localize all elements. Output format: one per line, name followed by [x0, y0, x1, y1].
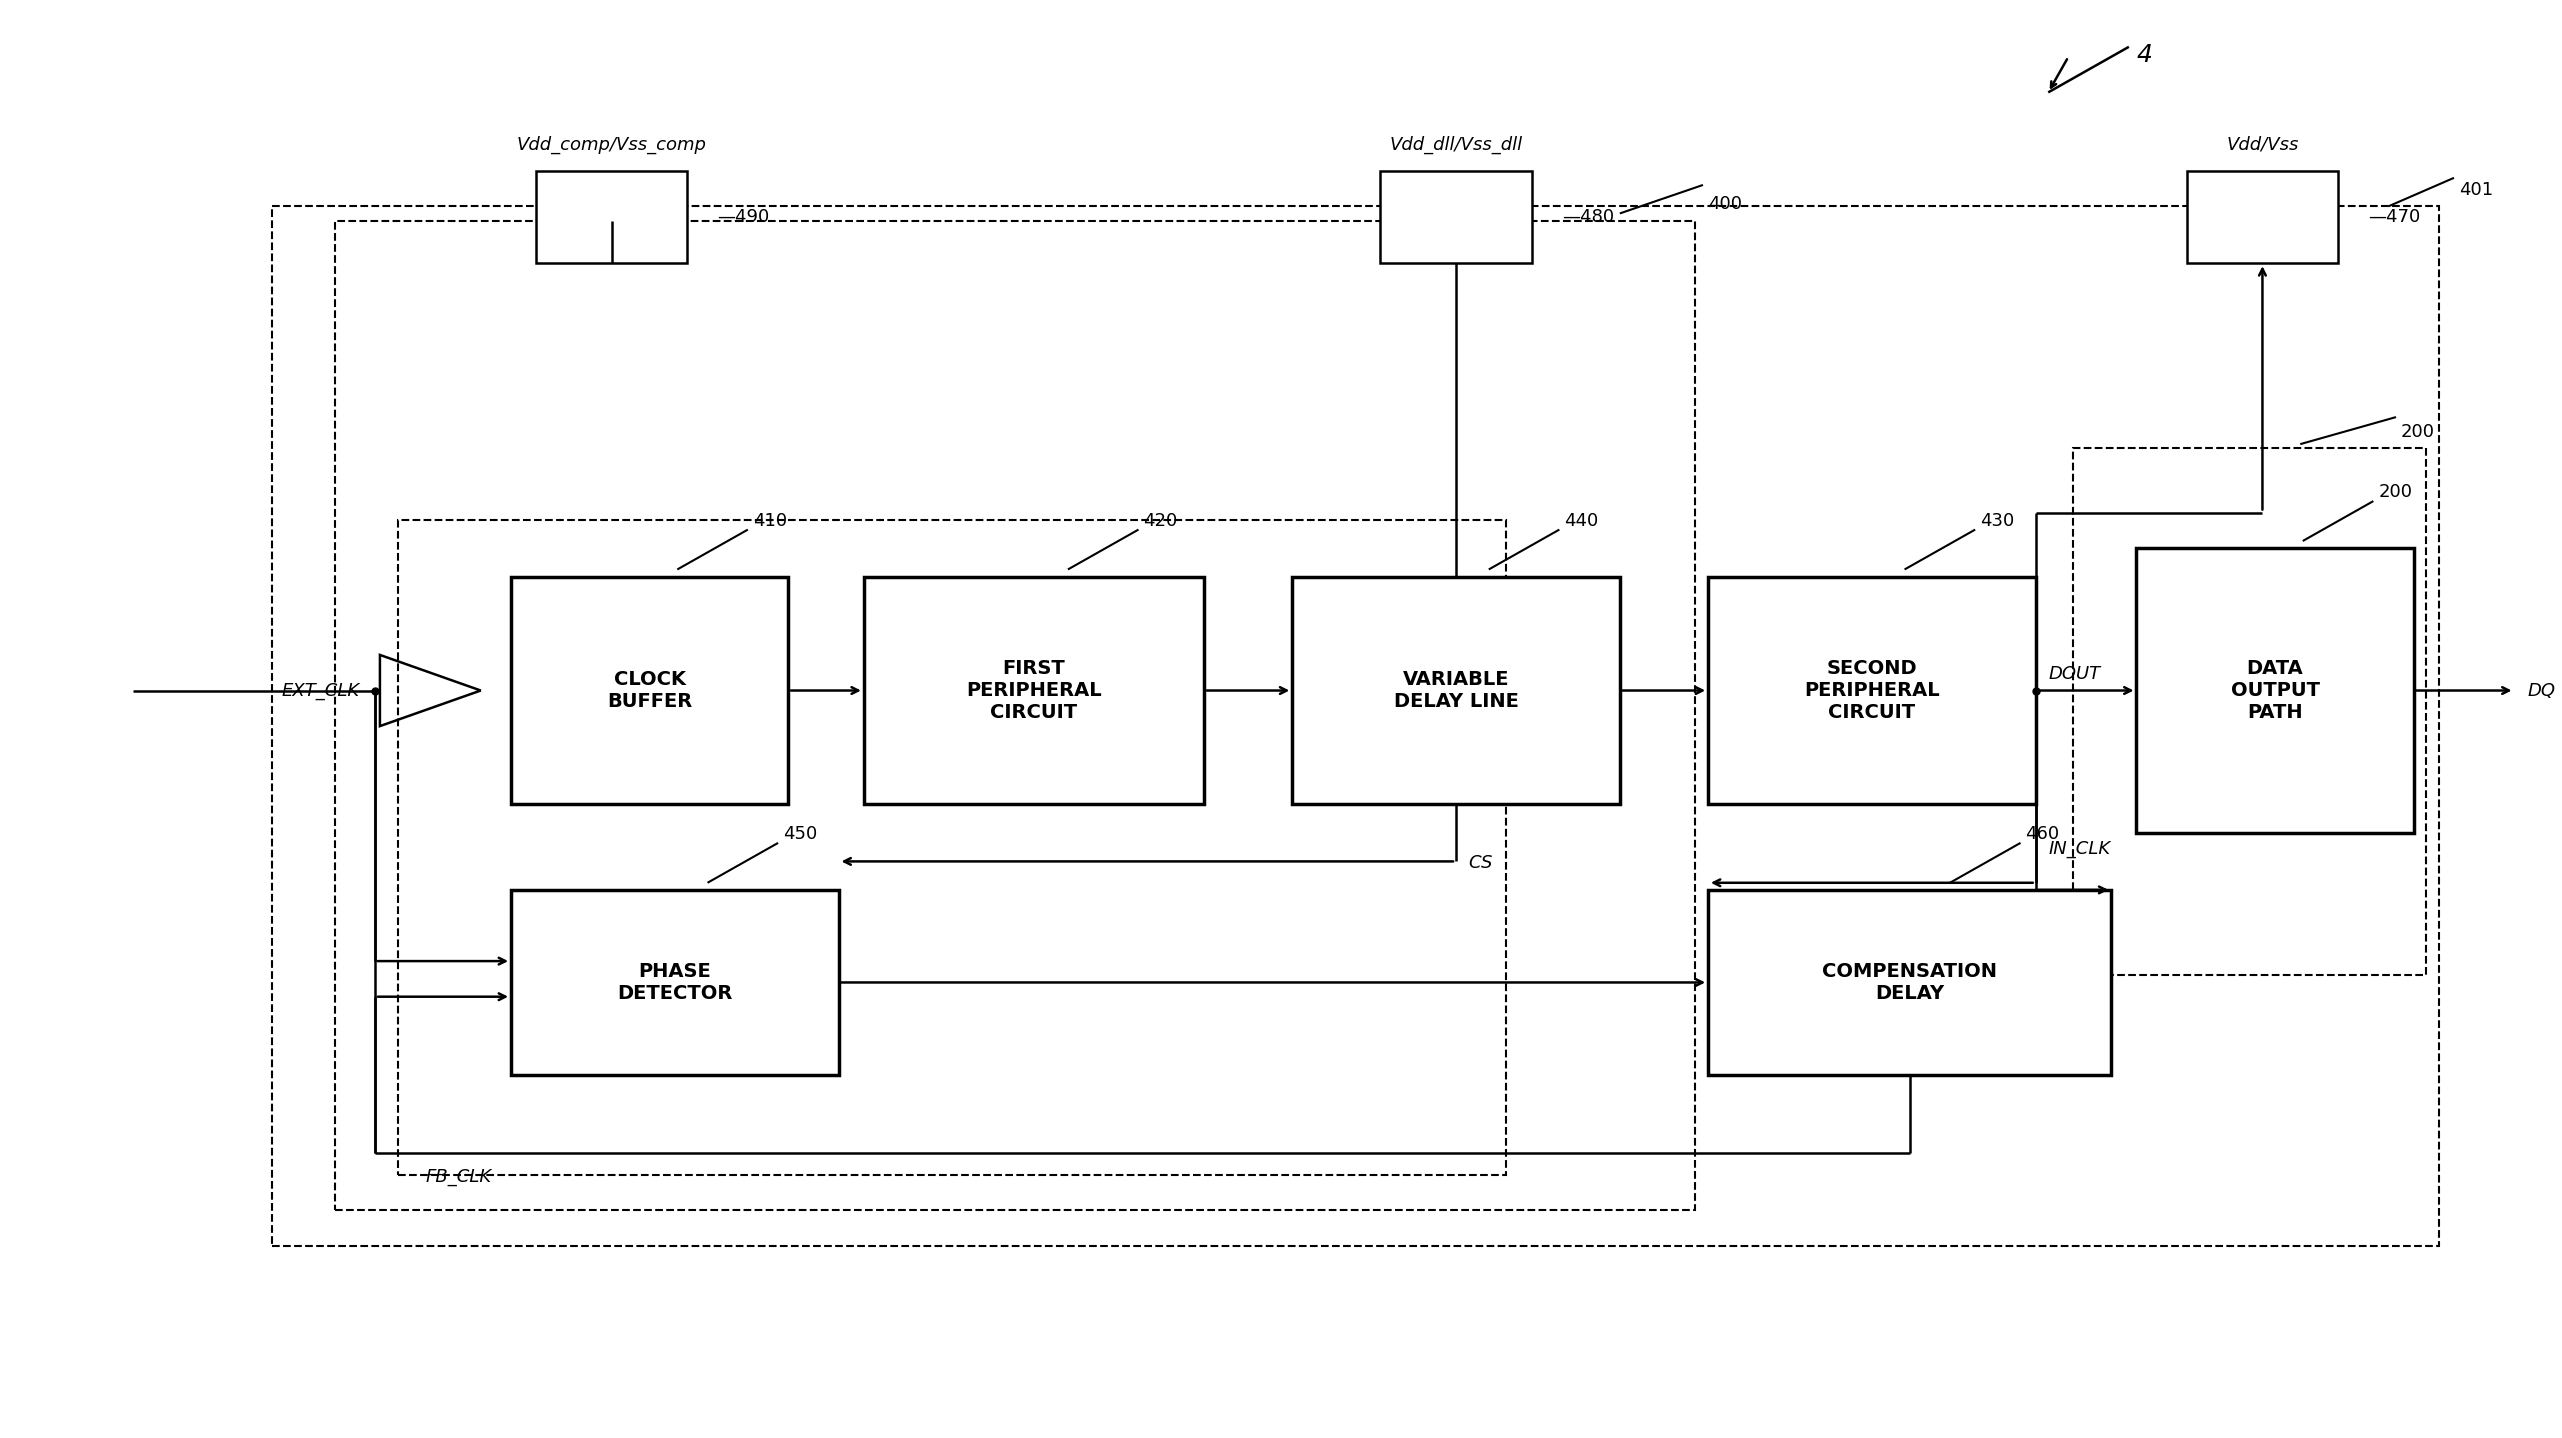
- Bar: [863, 577, 1204, 804]
- Bar: [2137, 548, 2413, 833]
- Text: 200: 200: [2401, 423, 2434, 441]
- Text: IN_CLK: IN_CLK: [2047, 840, 2111, 858]
- Text: COMPENSATION
DELAY: COMPENSATION DELAY: [1822, 962, 1998, 1002]
- Text: DATA
OUTPUT
PATH: DATA OUTPUT PATH: [2232, 659, 2319, 722]
- Text: CS: CS: [1468, 854, 1494, 873]
- Text: 420: 420: [1143, 512, 1179, 529]
- Bar: [510, 890, 838, 1076]
- Text: SECOND
PERIPHERAL
CIRCUIT: SECOND PERIPHERAL CIRCUIT: [1804, 659, 1939, 722]
- Bar: [510, 577, 789, 804]
- Text: 401: 401: [2460, 181, 2493, 200]
- Bar: [1709, 577, 2037, 804]
- Text: CLOCK
BUFFER: CLOCK BUFFER: [607, 670, 692, 710]
- Bar: [1709, 890, 2111, 1076]
- Text: Vdd/Vss: Vdd/Vss: [2226, 135, 2298, 154]
- Text: VARIABLE
DELAY LINE: VARIABLE DELAY LINE: [1394, 670, 1519, 710]
- Text: 430: 430: [1980, 512, 2014, 529]
- Text: DQ: DQ: [2526, 682, 2554, 699]
- Bar: [1381, 171, 1532, 263]
- Text: 450: 450: [784, 825, 817, 843]
- Text: 440: 440: [1565, 512, 1599, 529]
- Text: 4: 4: [2137, 43, 2152, 66]
- Text: —470: —470: [2367, 209, 2421, 226]
- Bar: [1291, 577, 1619, 804]
- Bar: [535, 171, 687, 263]
- Text: FB_CLK: FB_CLK: [425, 1168, 492, 1185]
- Text: 410: 410: [753, 512, 787, 529]
- Text: 460: 460: [2027, 825, 2060, 843]
- Bar: [336, 220, 1696, 1211]
- Bar: [272, 206, 2439, 1245]
- Text: FIRST
PERIPHERAL
CIRCUIT: FIRST PERIPHERAL CIRCUIT: [966, 659, 1102, 722]
- Text: —480: —480: [1563, 209, 1614, 226]
- Text: —490: —490: [717, 209, 769, 226]
- Text: DOUT: DOUT: [2047, 666, 2101, 683]
- Text: EXT_CLK: EXT_CLK: [282, 682, 359, 699]
- Text: PHASE
DETECTOR: PHASE DETECTOR: [617, 962, 733, 1002]
- Text: Vdd_dll/Vss_dll: Vdd_dll/Vss_dll: [1389, 135, 1522, 154]
- Text: 400: 400: [1709, 196, 1742, 213]
- Text: 200: 200: [2378, 483, 2413, 500]
- Bar: [2188, 171, 2339, 263]
- Bar: [397, 519, 1506, 1175]
- Bar: [2073, 449, 2426, 975]
- Text: Vdd_comp/Vss_comp: Vdd_comp/Vss_comp: [518, 135, 707, 154]
